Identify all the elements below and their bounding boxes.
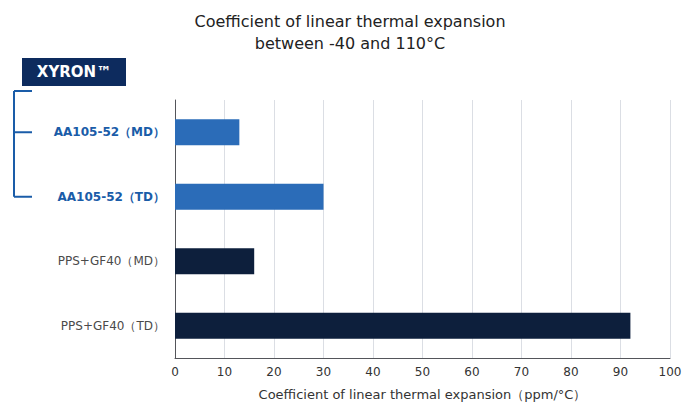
svg-text:100: 100 [659, 365, 682, 379]
svg-text:Coefficient of linear thermal: Coefficient of linear thermal expansion（… [259, 387, 587, 402]
svg-text:60: 60 [464, 365, 479, 379]
svg-text:0: 0 [171, 365, 179, 379]
svg-text:PPS+GF40（MD）: PPS+GF40（MD） [58, 254, 165, 268]
svg-text:between -40 and 110°C: between -40 and 110°C [255, 34, 445, 53]
svg-text:AA105-52（TD）: AA105-52（TD） [58, 190, 165, 204]
svg-text:30: 30 [316, 365, 331, 379]
svg-text:80: 80 [563, 365, 578, 379]
svg-text:PPS+GF40（TD）: PPS+GF40（TD） [61, 319, 165, 333]
svg-text:90: 90 [613, 365, 628, 379]
svg-text:10: 10 [217, 365, 232, 379]
svg-text:40: 40 [365, 365, 380, 379]
svg-text:20: 20 [266, 365, 281, 379]
svg-text:70: 70 [514, 365, 529, 379]
svg-text:50: 50 [415, 365, 430, 379]
svg-text:XYRON™: XYRON™ [37, 63, 111, 81]
svg-text:Coefficient of linear thermal: Coefficient of linear thermal expansion [194, 12, 505, 31]
svg-text:AA105-52（MD）: AA105-52（MD） [54, 125, 165, 139]
